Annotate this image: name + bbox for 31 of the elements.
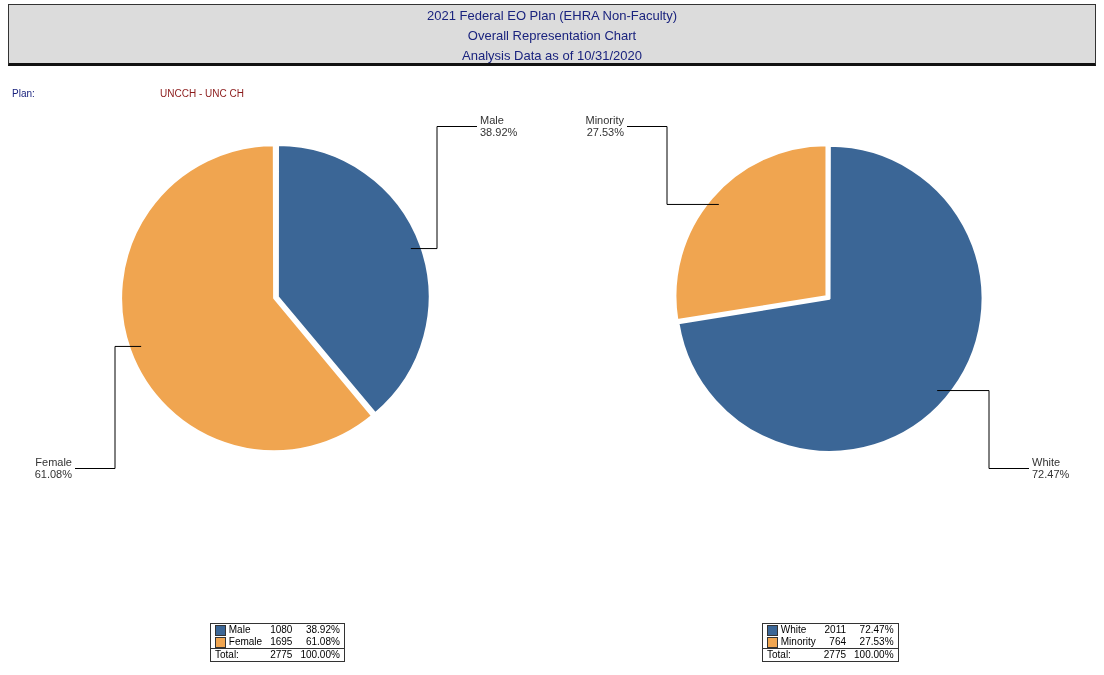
legend-label: Minority bbox=[779, 636, 817, 649]
slice-label: Minority bbox=[585, 114, 625, 127]
text: 61.08% bbox=[305, 636, 340, 647]
text: 38.92% bbox=[305, 624, 340, 635]
text: Overall Representation Chart bbox=[466, 27, 638, 45]
text: 2775 bbox=[266, 648, 297, 662]
text: 2021 Federal EO Plan (EHRA Non-Faculty) bbox=[426, 7, 678, 25]
text: 764 bbox=[828, 636, 848, 649]
text: UNCCH - UNC CH bbox=[160, 88, 244, 99]
data-label: 61.08% bbox=[34, 468, 73, 481]
text: Plan: bbox=[12, 88, 35, 99]
text: 100.00% bbox=[296, 648, 345, 662]
data-label: 72.47% bbox=[1032, 468, 1070, 481]
text: 2775 bbox=[819, 648, 851, 662]
data-label: 38.92% bbox=[480, 126, 518, 139]
text: Analysis Data as of 10/31/2020 bbox=[461, 47, 643, 65]
legend-label: Female bbox=[227, 636, 264, 649]
data-label: 27.53% bbox=[586, 126, 625, 139]
text: 2011 bbox=[823, 623, 848, 636]
text: Total: bbox=[210, 648, 267, 662]
slice-label: Female bbox=[35, 456, 72, 469]
text: 1695 bbox=[269, 636, 294, 649]
slice-label: Male bbox=[480, 114, 504, 127]
legend-label: Male bbox=[227, 623, 252, 636]
text: 100.00% bbox=[850, 648, 899, 662]
text: 27.53% bbox=[859, 636, 894, 647]
text: 72.47% bbox=[859, 624, 894, 635]
text: Total: bbox=[762, 648, 820, 662]
text: 1080 bbox=[269, 623, 294, 636]
legend-label: White bbox=[779, 623, 808, 636]
slice-label: White bbox=[1032, 456, 1061, 469]
